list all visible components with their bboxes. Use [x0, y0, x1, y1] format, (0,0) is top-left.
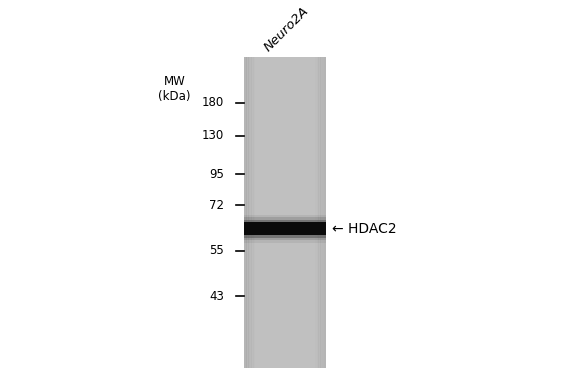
Bar [244, 222, 326, 235]
Text: Neuro2A: Neuro2A [261, 4, 311, 54]
Text: 55: 55 [210, 244, 224, 257]
Bar [322, 57, 324, 367]
Bar [244, 220, 326, 238]
Bar [250, 57, 252, 367]
Text: 72: 72 [209, 199, 224, 212]
Bar [246, 57, 249, 367]
Bar [244, 57, 326, 367]
Bar [324, 57, 326, 367]
Bar [244, 215, 326, 243]
Bar [320, 57, 322, 367]
Text: 130: 130 [202, 129, 224, 142]
Bar [253, 57, 255, 367]
Text: 43: 43 [209, 290, 224, 303]
Text: 95: 95 [209, 167, 224, 181]
Bar [251, 57, 254, 367]
Bar [248, 57, 250, 367]
Text: 180: 180 [202, 96, 224, 109]
Bar [244, 57, 247, 367]
Bar [315, 57, 317, 367]
Text: MW
(kDa): MW (kDa) [158, 75, 191, 103]
Bar [317, 57, 319, 367]
Bar [244, 217, 326, 240]
Text: ← HDAC2: ← HDAC2 [332, 222, 396, 236]
Bar [318, 57, 321, 367]
